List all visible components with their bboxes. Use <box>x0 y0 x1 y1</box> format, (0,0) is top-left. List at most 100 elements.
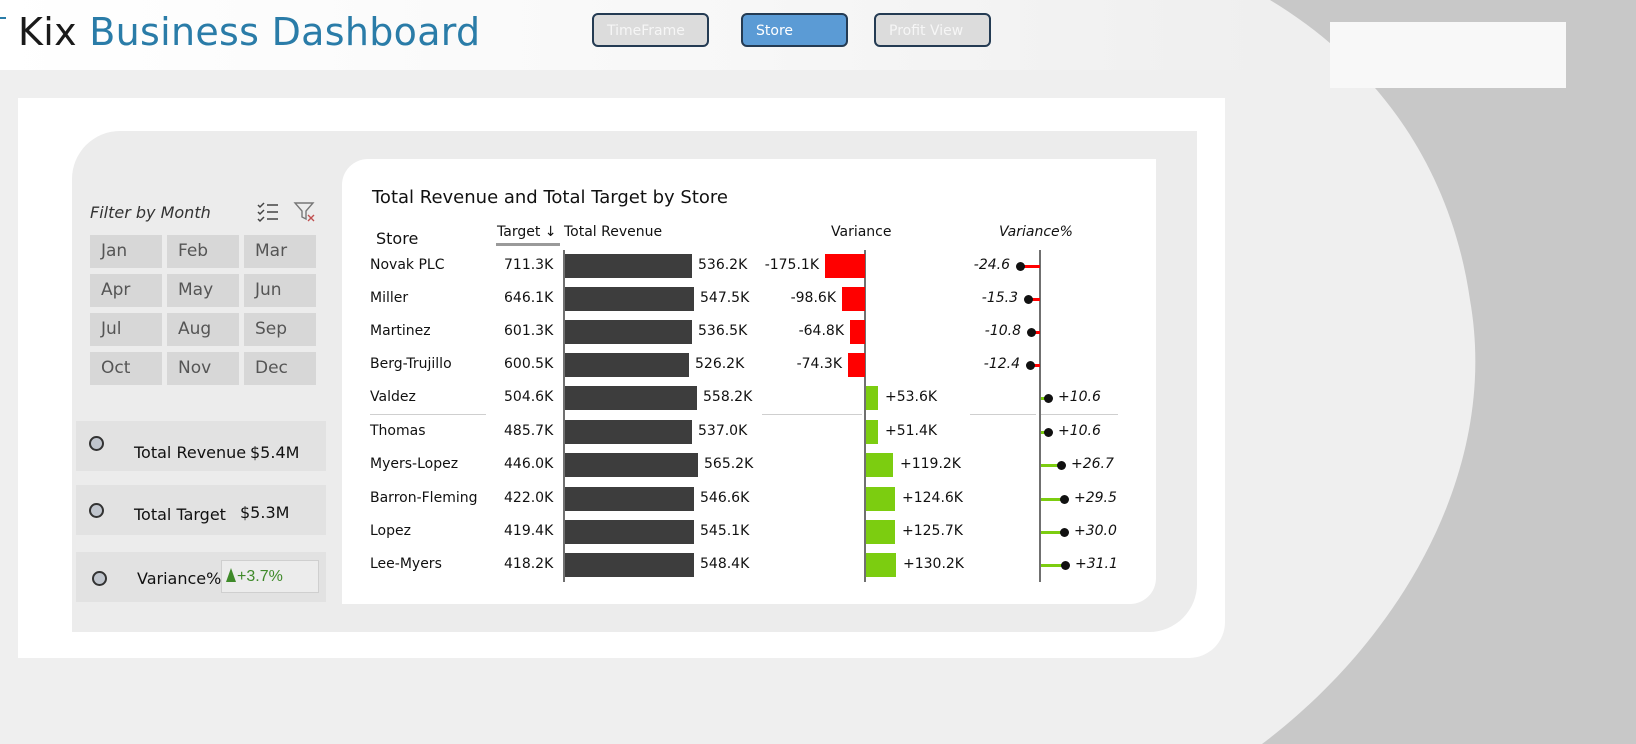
clear-filter-icon[interactable] <box>293 200 317 224</box>
variance-pct-label: +10.6 <box>1058 423 1101 439</box>
revenue-bar <box>565 520 694 544</box>
kpi-variance: Variance% +3.7% <box>76 552 326 602</box>
variance-pct-label: +31.1 <box>1075 556 1118 572</box>
variance-bar-positive <box>866 420 878 444</box>
variance-label: -74.3K <box>796 356 842 372</box>
store-name: Barron-Fleming <box>370 490 478 506</box>
col-header-target[interactable]: Target ↓ <box>497 224 557 240</box>
variance-pct-label: +30.0 <box>1074 523 1117 539</box>
kpi-radio[interactable] <box>89 503 104 518</box>
sort-indicator <box>496 243 560 246</box>
kpi-total-target: Total Target $5.3M <box>76 485 326 535</box>
month-button-jan[interactable]: Jan <box>90 235 162 268</box>
col-header-variance[interactable]: Variance <box>831 224 892 240</box>
store-name: Miller <box>370 290 409 306</box>
variance-pct-label: +10.6 <box>1058 389 1101 405</box>
variance-label: +124.6K <box>902 490 963 506</box>
store-name: Lee-Myers <box>370 556 442 572</box>
variance-pct-dot <box>1044 428 1053 437</box>
variance-pct-label: -24.6 <box>973 257 1010 273</box>
variance-bar-negative <box>848 353 865 377</box>
corner-accent <box>0 17 6 19</box>
variance-pct-dot <box>1060 495 1069 504</box>
variance-label: -175.1K <box>764 257 819 273</box>
month-button-oct[interactable]: Oct <box>90 352 162 385</box>
variance-pct-dot <box>1026 361 1035 370</box>
month-button-jul[interactable]: Jul <box>90 313 162 346</box>
variance-bar-positive <box>866 487 895 511</box>
kpi-radio[interactable] <box>92 571 107 586</box>
variance-pct-label: +26.7 <box>1071 456 1114 472</box>
store-name: Novak PLC <box>370 257 445 273</box>
up-triangle-icon <box>226 568 236 582</box>
variance-pct-label: -15.3 <box>981 290 1018 306</box>
store-name: Lopez <box>370 523 411 539</box>
kpi-label: Variance% <box>137 569 222 588</box>
kpi-total-revenue: Total Revenue $5.4M <box>76 421 326 471</box>
revenue-bar <box>565 320 692 344</box>
variance-pct-stem <box>1041 531 1065 534</box>
variance-pct-stem <box>1041 498 1065 501</box>
revenue-bar <box>565 254 692 278</box>
month-button-nov[interactable]: Nov <box>167 352 239 385</box>
kpi-label: Total Revenue <box>134 443 247 462</box>
target-value: 601.3K <box>504 323 554 339</box>
store-name: Thomas <box>370 423 426 439</box>
row-separator <box>762 414 862 415</box>
store-name: Berg-Trujillo <box>370 356 452 372</box>
nav-store-button[interactable]: Store <box>741 13 848 47</box>
revenue-label: 536.5K <box>698 323 748 339</box>
month-button-aug[interactable]: Aug <box>167 313 239 346</box>
revenue-bar <box>565 386 697 410</box>
target-value: 419.4K <box>504 523 554 539</box>
variance-axis <box>864 250 866 582</box>
kpi-radio[interactable] <box>89 436 104 451</box>
month-button-feb[interactable]: Feb <box>167 235 239 268</box>
variance-bar-negative <box>842 287 865 311</box>
target-value: 446.0K <box>504 456 554 472</box>
revenue-bar <box>565 487 694 511</box>
revenue-label: 565.2K <box>704 456 754 472</box>
filter-title: Filter by Month <box>90 203 211 222</box>
revenue-label: 537.0K <box>698 423 748 439</box>
variance-pct-label: +29.5 <box>1074 490 1117 506</box>
variance-label: -64.8K <box>798 323 844 339</box>
month-button-may[interactable]: May <box>167 274 239 307</box>
month-button-jun[interactable]: Jun <box>244 274 316 307</box>
store-name: Valdez <box>370 389 416 405</box>
variance-bar-positive <box>866 386 878 410</box>
month-button-sep[interactable]: Sep <box>244 313 316 346</box>
row-separator <box>1041 414 1118 415</box>
store-name: Myers-Lopez <box>370 456 459 472</box>
variance-bar-positive <box>866 553 896 577</box>
variance-bar-positive <box>866 520 895 544</box>
variance-label: -98.6K <box>790 290 836 306</box>
kpi-value: $5.4M <box>250 443 300 462</box>
variance-pct-dot <box>1044 394 1053 403</box>
nav-timeframe-button[interactable]: TimeFrame <box>592 13 709 47</box>
multi-select-icon[interactable] <box>256 200 280 224</box>
col-header-store[interactable]: Store <box>376 229 419 248</box>
variance-label: +51.4K <box>885 423 938 439</box>
kpi-label: Total Target <box>134 505 226 524</box>
variance-bar-positive <box>866 453 893 477</box>
target-value: 418.2K <box>504 556 554 572</box>
revenue-bar <box>565 420 692 444</box>
revenue-bar <box>565 453 698 477</box>
month-button-dec[interactable]: Dec <box>244 352 316 385</box>
col-header-variance-pct[interactable]: Variance% <box>999 224 1073 240</box>
variance-sparkline-box: +3.7% <box>221 560 319 593</box>
variance-label: +119.2K <box>900 456 961 472</box>
variance-pct-axis <box>1039 250 1041 582</box>
month-button-apr[interactable]: Apr <box>90 274 162 307</box>
variance-pct-dot <box>1060 528 1069 537</box>
nav-profit-view-button[interactable]: Profit View <box>874 13 991 47</box>
variance-pct-stem <box>1030 364 1040 367</box>
row-separator <box>970 414 1036 415</box>
sort-desc-icon: ↓ <box>544 224 557 240</box>
month-button-mar[interactable]: Mar <box>244 235 316 268</box>
col-header-revenue[interactable]: Total Revenue <box>564 224 663 240</box>
variance-pct-label: -12.4 <box>983 356 1020 372</box>
variance-pct-label: -10.8 <box>984 323 1021 339</box>
chart-title: Total Revenue and Total Target by Store <box>372 187 729 208</box>
